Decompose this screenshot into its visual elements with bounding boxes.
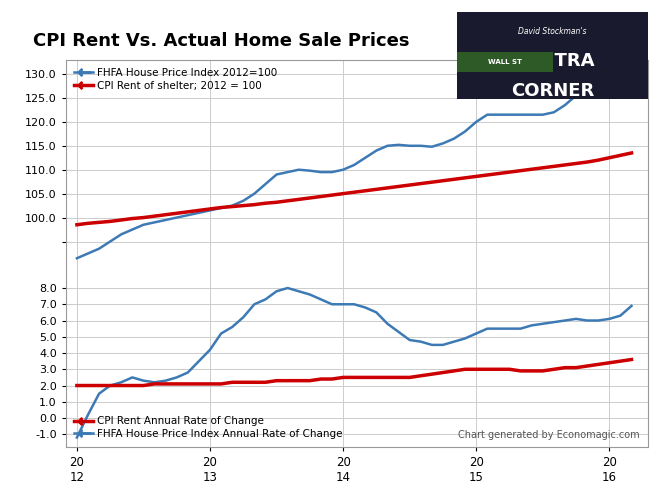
Text: Chart generated by Economagic.com: Chart generated by Economagic.com (458, 430, 640, 440)
Text: CORNER: CORNER (511, 82, 594, 100)
Legend: CPI Rent Annual Rate of Change, FHFA House Price Index Annual Rate of Change: CPI Rent Annual Rate of Change, FHFA Hou… (71, 413, 345, 442)
Text: David Stockman's: David Stockman's (519, 27, 587, 36)
Text: CONTRA: CONTRA (511, 52, 594, 70)
Legend: FHFA House Price Index 2012=100, CPI Rent of shelter; 2012 = 100: FHFA House Price Index 2012=100, CPI Ren… (71, 65, 280, 94)
Text: WALL ST: WALL ST (488, 59, 522, 65)
Text: CPI Rent Vs. Actual Home Sale Prices: CPI Rent Vs. Actual Home Sale Prices (33, 32, 409, 50)
